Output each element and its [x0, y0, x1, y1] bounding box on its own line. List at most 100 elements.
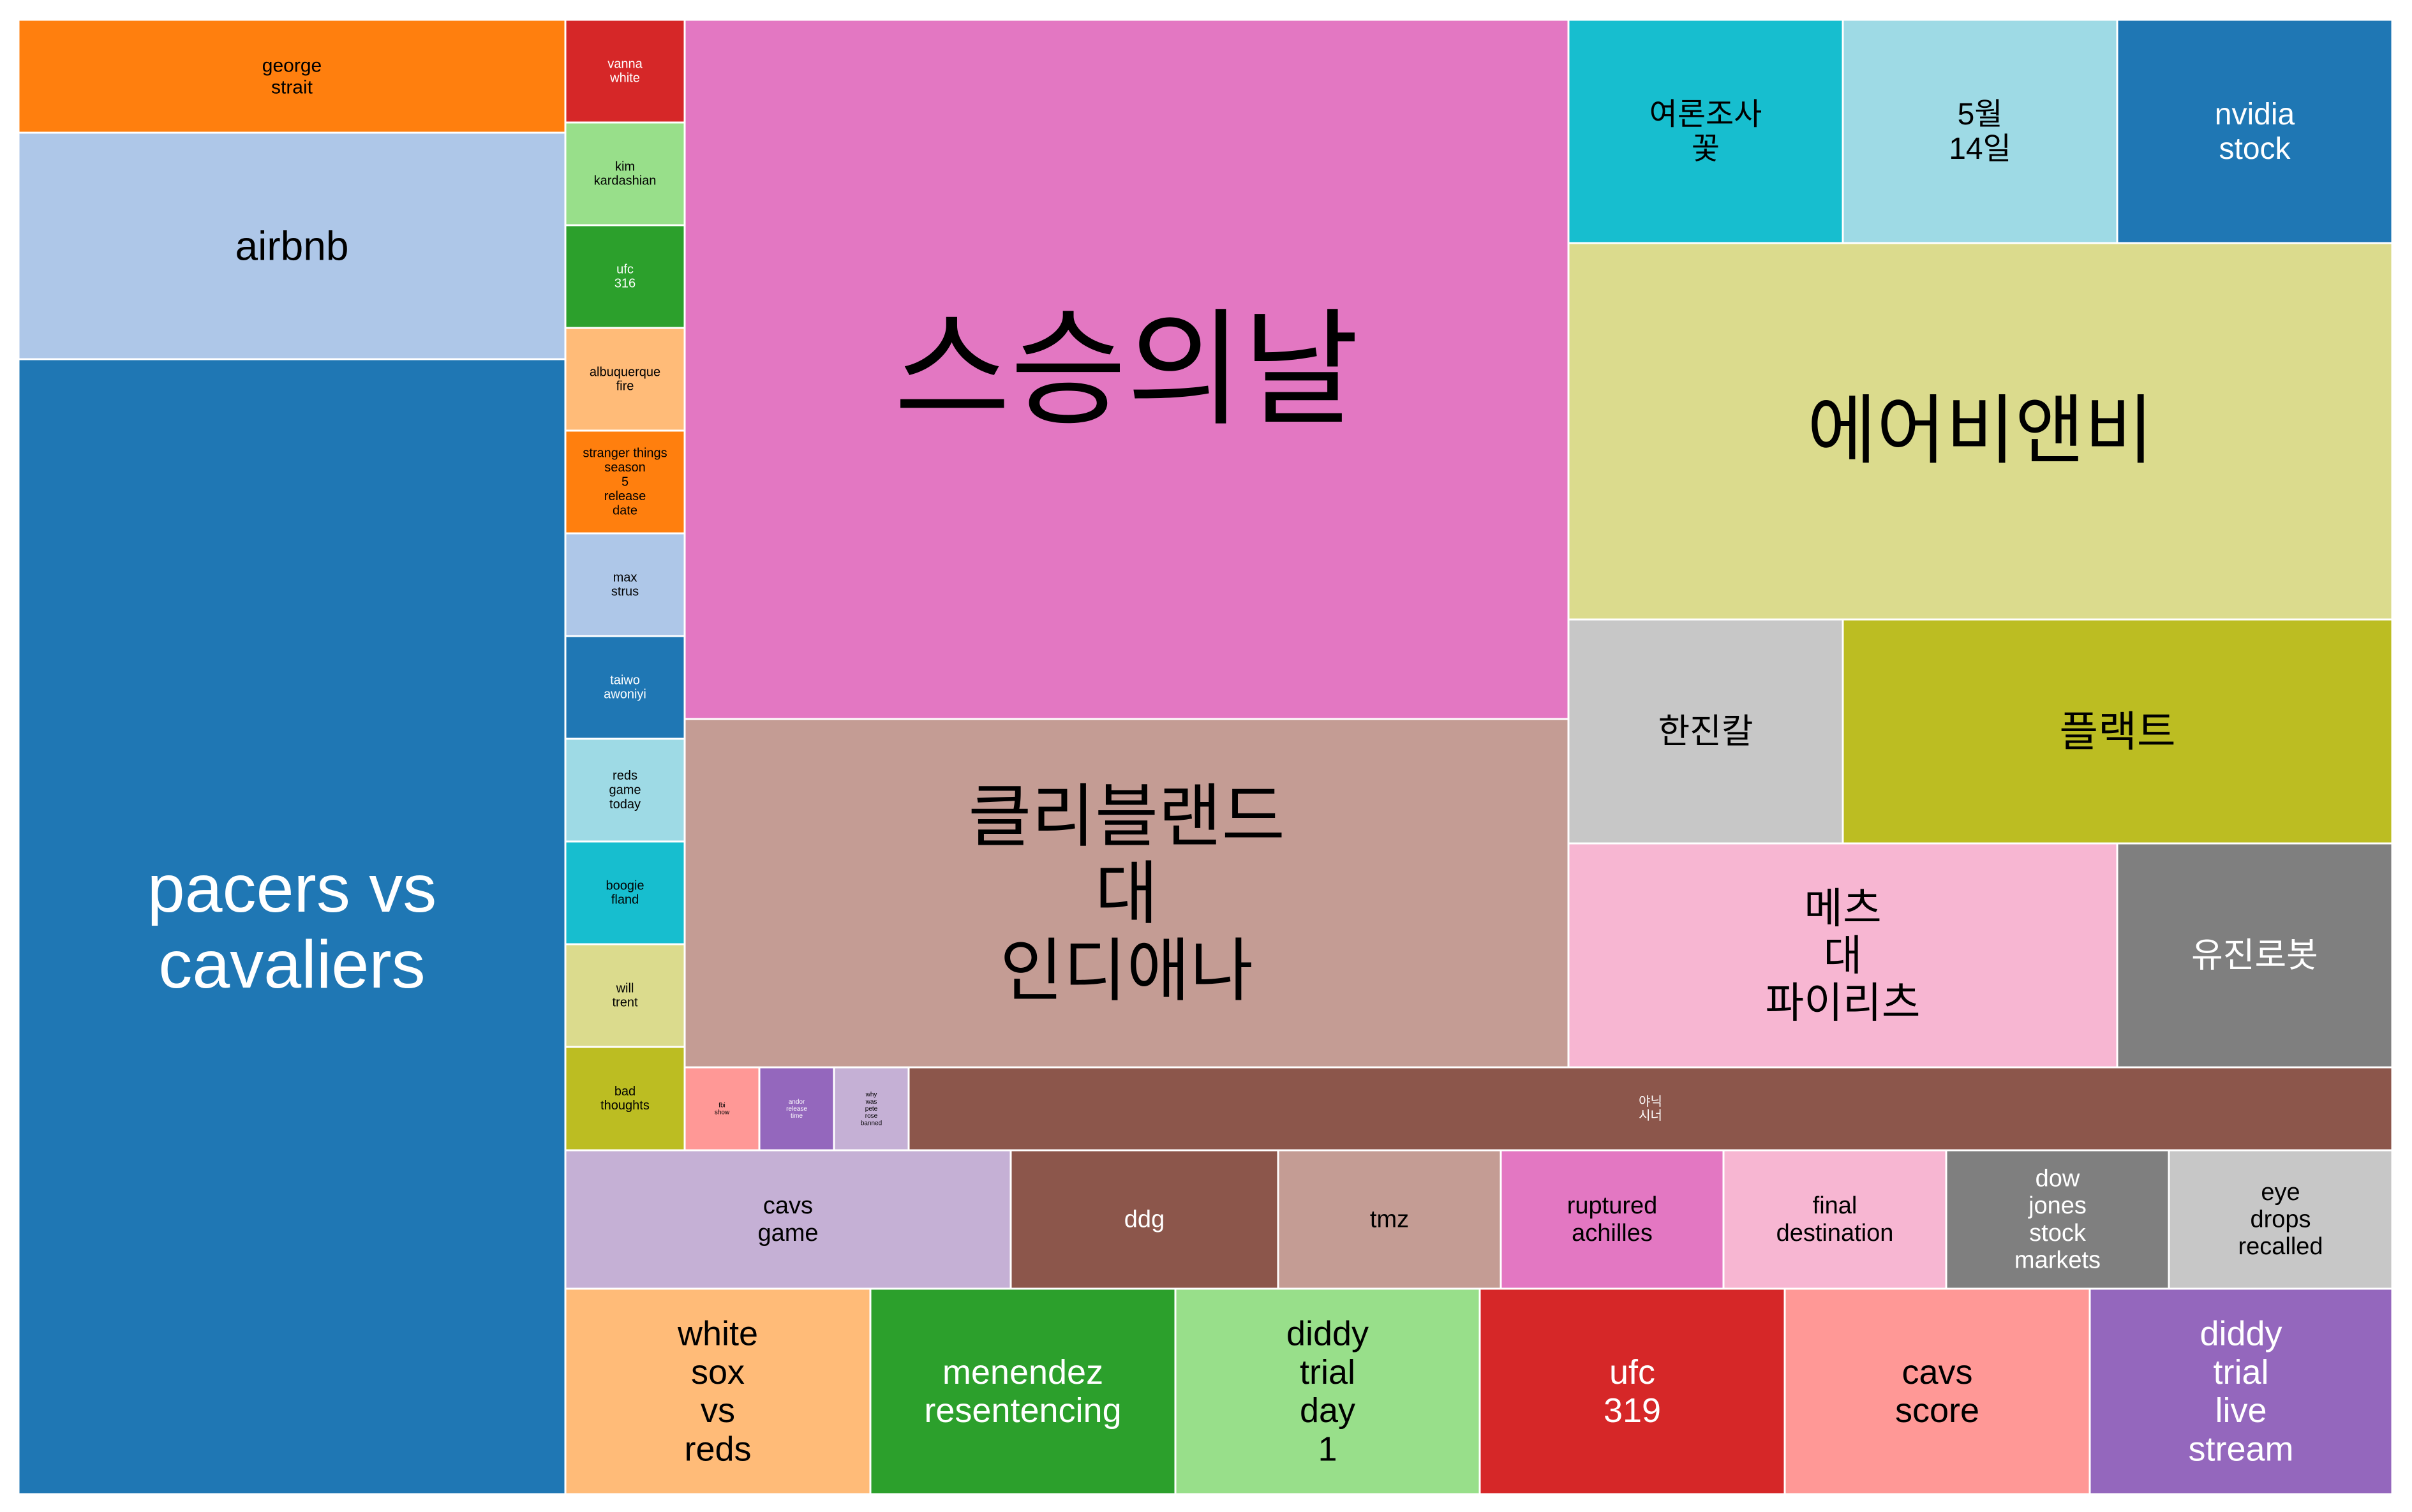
- treemap-tile-한진칼: 한진칼: [1567, 618, 1844, 845]
- treemap-tile-boogie-fland: boogie fland: [564, 840, 686, 945]
- treemap-tile-kim-kardashian: kim kardashian: [564, 121, 686, 226]
- treemap-label-kim-kardashian: kim kardashian: [594, 159, 657, 188]
- treemap-label-taiwo-awoniyi: taiwo awoniyi: [604, 673, 646, 701]
- treemap-tile-플랙트: 플랙트: [1842, 618, 2393, 845]
- treemap-label-한진칼: 한진칼: [1658, 713, 1753, 751]
- treemap-label-클리블랜드-대-인디애나: 클리블랜드 대 인디애나: [968, 778, 1285, 1009]
- treemap-rect-diddy-trial-day-1: [1174, 1287, 1481, 1495]
- treemap-tile-diddy-trial-live-stream: diddy trial live stream: [2088, 1287, 2393, 1495]
- treemap-rect-cavs-score: [1783, 1287, 2091, 1495]
- treemap-tile-reds-game-today: reds game today: [564, 737, 686, 843]
- treemap-tile-5월-14일: 5월 14일: [1842, 19, 2118, 244]
- treemap-label-why-was-pete-rose-banned: why was pete rose banned: [861, 1091, 882, 1127]
- treemap-tile-white-sox-vs-reds: white sox vs reds: [564, 1287, 872, 1495]
- treemap-tile-diddy-trial-day-1: diddy trial day 1: [1174, 1287, 1481, 1495]
- treemap-tile-airbnb: airbnb: [17, 131, 567, 360]
- treemap-rect-dow-jones-stock-markets: [1945, 1149, 2170, 1290]
- treemap-tile-eye-drops-recalled: eye drops recalled: [2168, 1149, 2393, 1290]
- treemap-rect-eye-drops-recalled: [2168, 1149, 2393, 1290]
- treemap-tile-ddg: ddg: [1009, 1149, 1279, 1290]
- treemap-label-eye-drops-recalled: eye drops recalled: [2238, 1179, 2323, 1260]
- treemap-tile-dow-jones-stock-markets: dow jones stock markets: [1945, 1149, 2170, 1290]
- treemap-rect-스승의날: [683, 19, 1570, 720]
- treemap-tile-ufc-316: ufc 316: [564, 224, 686, 329]
- treemap-rect-stranger-things-season-5-release-date: [564, 429, 686, 535]
- treemap-label-albuquerque-fire: albuquerque fire: [590, 365, 660, 393]
- treemap-rect-boogie-fland: [564, 840, 686, 945]
- treemap-label-final-destination: final destination: [1776, 1192, 1894, 1247]
- treemap-tile-여론조사-꽃: 여론조사 꽃: [1567, 19, 1844, 244]
- treemap-rect-플랙트: [1842, 618, 2393, 845]
- treemap-rect-vanna-white: [564, 19, 686, 124]
- treemap-label-dow-jones-stock-markets: dow jones stock markets: [2014, 1166, 2101, 1274]
- treemap-tile-vanna-white: vanna white: [564, 19, 686, 124]
- treemap-rect-diddy-trial-live-stream: [2088, 1287, 2393, 1495]
- treemap-label-5월-14일: 5월 14일: [1949, 98, 2011, 166]
- treemap-tile-nvidia-stock: nvidia stock: [2116, 19, 2393, 244]
- treemap-rect-taiwo-awoniyi: [564, 635, 686, 740]
- treemap-tile-에어비앤비: 에어비앤비: [1567, 242, 2393, 621]
- treemap-rect-white-sox-vs-reds: [564, 1287, 872, 1495]
- treemap-label-diddy-trial-live-stream: diddy trial live stream: [2188, 1314, 2293, 1468]
- treemap-tile-스승의날: 스승의날: [683, 19, 1570, 720]
- treemap-label-max-strus: max strus: [611, 570, 639, 598]
- treemap-rect-tmz: [1277, 1149, 1502, 1290]
- treemap-rect-max-strus: [564, 532, 686, 637]
- treemap-rect-여론조사-꽃: [1567, 19, 1844, 244]
- treemap-tile-cavs-score: cavs score: [1783, 1287, 2091, 1495]
- treemap-label-white-sox-vs-reds: white sox vs reds: [677, 1314, 758, 1468]
- treemap-rect-ruptured-achilles: [1500, 1149, 1725, 1290]
- treemap-label-pacers-vs-cavaliers: pacers vs cavaliers: [147, 851, 437, 1002]
- treemap-rect-will-trent: [564, 943, 686, 1048]
- treemap-label-fbi-show: fbi show: [715, 1102, 730, 1116]
- treemap-tile-야닉-시너: 야닉 시너: [907, 1066, 2393, 1152]
- treemap-rect-airbnb: [17, 131, 567, 360]
- treemap-label-야닉-시너: 야닉 시너: [1639, 1094, 1662, 1123]
- treemap-tile-fbi-show: fbi show: [683, 1066, 761, 1152]
- treemap-rect-에어비앤비: [1567, 242, 2393, 621]
- treemap-rect-야닉-시너: [907, 1066, 2393, 1152]
- treemap-tile-why-was-pete-rose-banned: why was pete rose banned: [833, 1066, 910, 1152]
- treemap-tile-bad-thoughts: bad thoughts: [564, 1046, 686, 1152]
- treemap-rect-ddg: [1009, 1149, 1279, 1290]
- treemap-tile-ruptured-achilles: ruptured achilles: [1500, 1149, 1725, 1290]
- treemap-label-nvidia-stock: nvidia stock: [2215, 98, 2295, 166]
- treemap-tile-클리블랜드-대-인디애나: 클리블랜드 대 인디애나: [683, 718, 1570, 1069]
- treemap-rect-george-strait: [17, 19, 567, 134]
- treemap-rect-cavs-game: [564, 1149, 1012, 1290]
- treemap-rect-andor-release-time: [758, 1066, 835, 1152]
- treemap-tile-max-strus: max strus: [564, 532, 686, 637]
- treemap-label-cavs-score: cavs score: [1895, 1353, 1979, 1430]
- treemap-rect-reds-game-today: [564, 737, 686, 843]
- treemap-tile-ufc-319: ufc 319: [1478, 1287, 1786, 1495]
- treemap-tile-taiwo-awoniyi: taiwo awoniyi: [564, 635, 686, 740]
- treemap-tile-final-destination: final destination: [1722, 1149, 1947, 1290]
- treemap-tile-tmz: tmz: [1277, 1149, 1502, 1290]
- treemap-label-stranger-things-season-5-release-date: stranger things season 5 release date: [583, 447, 667, 518]
- treemap-tile-albuquerque-fire: albuquerque fire: [564, 327, 686, 432]
- treemap-label-airbnb: airbnb: [235, 223, 349, 269]
- treemap-tile-george-strait: george strait: [17, 19, 567, 134]
- treemap-label-vanna-white: vanna white: [607, 57, 643, 85]
- treemap-label-유진로봇: 유진로봇: [2191, 937, 2318, 975]
- treemap-rect-ufc-316: [564, 224, 686, 329]
- treemap-label-스승의날: 스승의날: [894, 299, 1359, 440]
- treemap-label-tmz: tmz: [1370, 1206, 1409, 1233]
- treemap-label-여론조사-꽃: 여론조사 꽃: [1649, 98, 1762, 166]
- treemap-tile-stranger-things-season-5-release-date: stranger things season 5 release date: [564, 429, 686, 535]
- treemap-label-ufc-316: ufc 316: [614, 262, 636, 290]
- treemap-tile-menendez-resentencing: menendez resentencing: [869, 1287, 1177, 1495]
- treemap-rect-pacers-vs-cavaliers: [17, 358, 567, 1495]
- treemap-label-ruptured-achilles: ruptured achilles: [1567, 1192, 1658, 1247]
- treemap-label-will-trent: will trent: [612, 981, 637, 1009]
- treemap-label-메츠-대-파이리츠: 메츠 대 파이리츠: [1766, 885, 1921, 1027]
- treemap-tile-유진로봇: 유진로봇: [2116, 842, 2393, 1069]
- treemap-label-ddg: ddg: [1124, 1206, 1165, 1233]
- treemap-label-에어비앤비: 에어비앤비: [1807, 389, 2154, 473]
- treemap-label-플랙트: 플랙트: [2059, 708, 2175, 755]
- treemap-label-george-strait: george strait: [262, 55, 322, 98]
- treemap-rect-유진로봇: [2116, 842, 2393, 1069]
- treemap-tile-will-trent: will trent: [564, 943, 686, 1048]
